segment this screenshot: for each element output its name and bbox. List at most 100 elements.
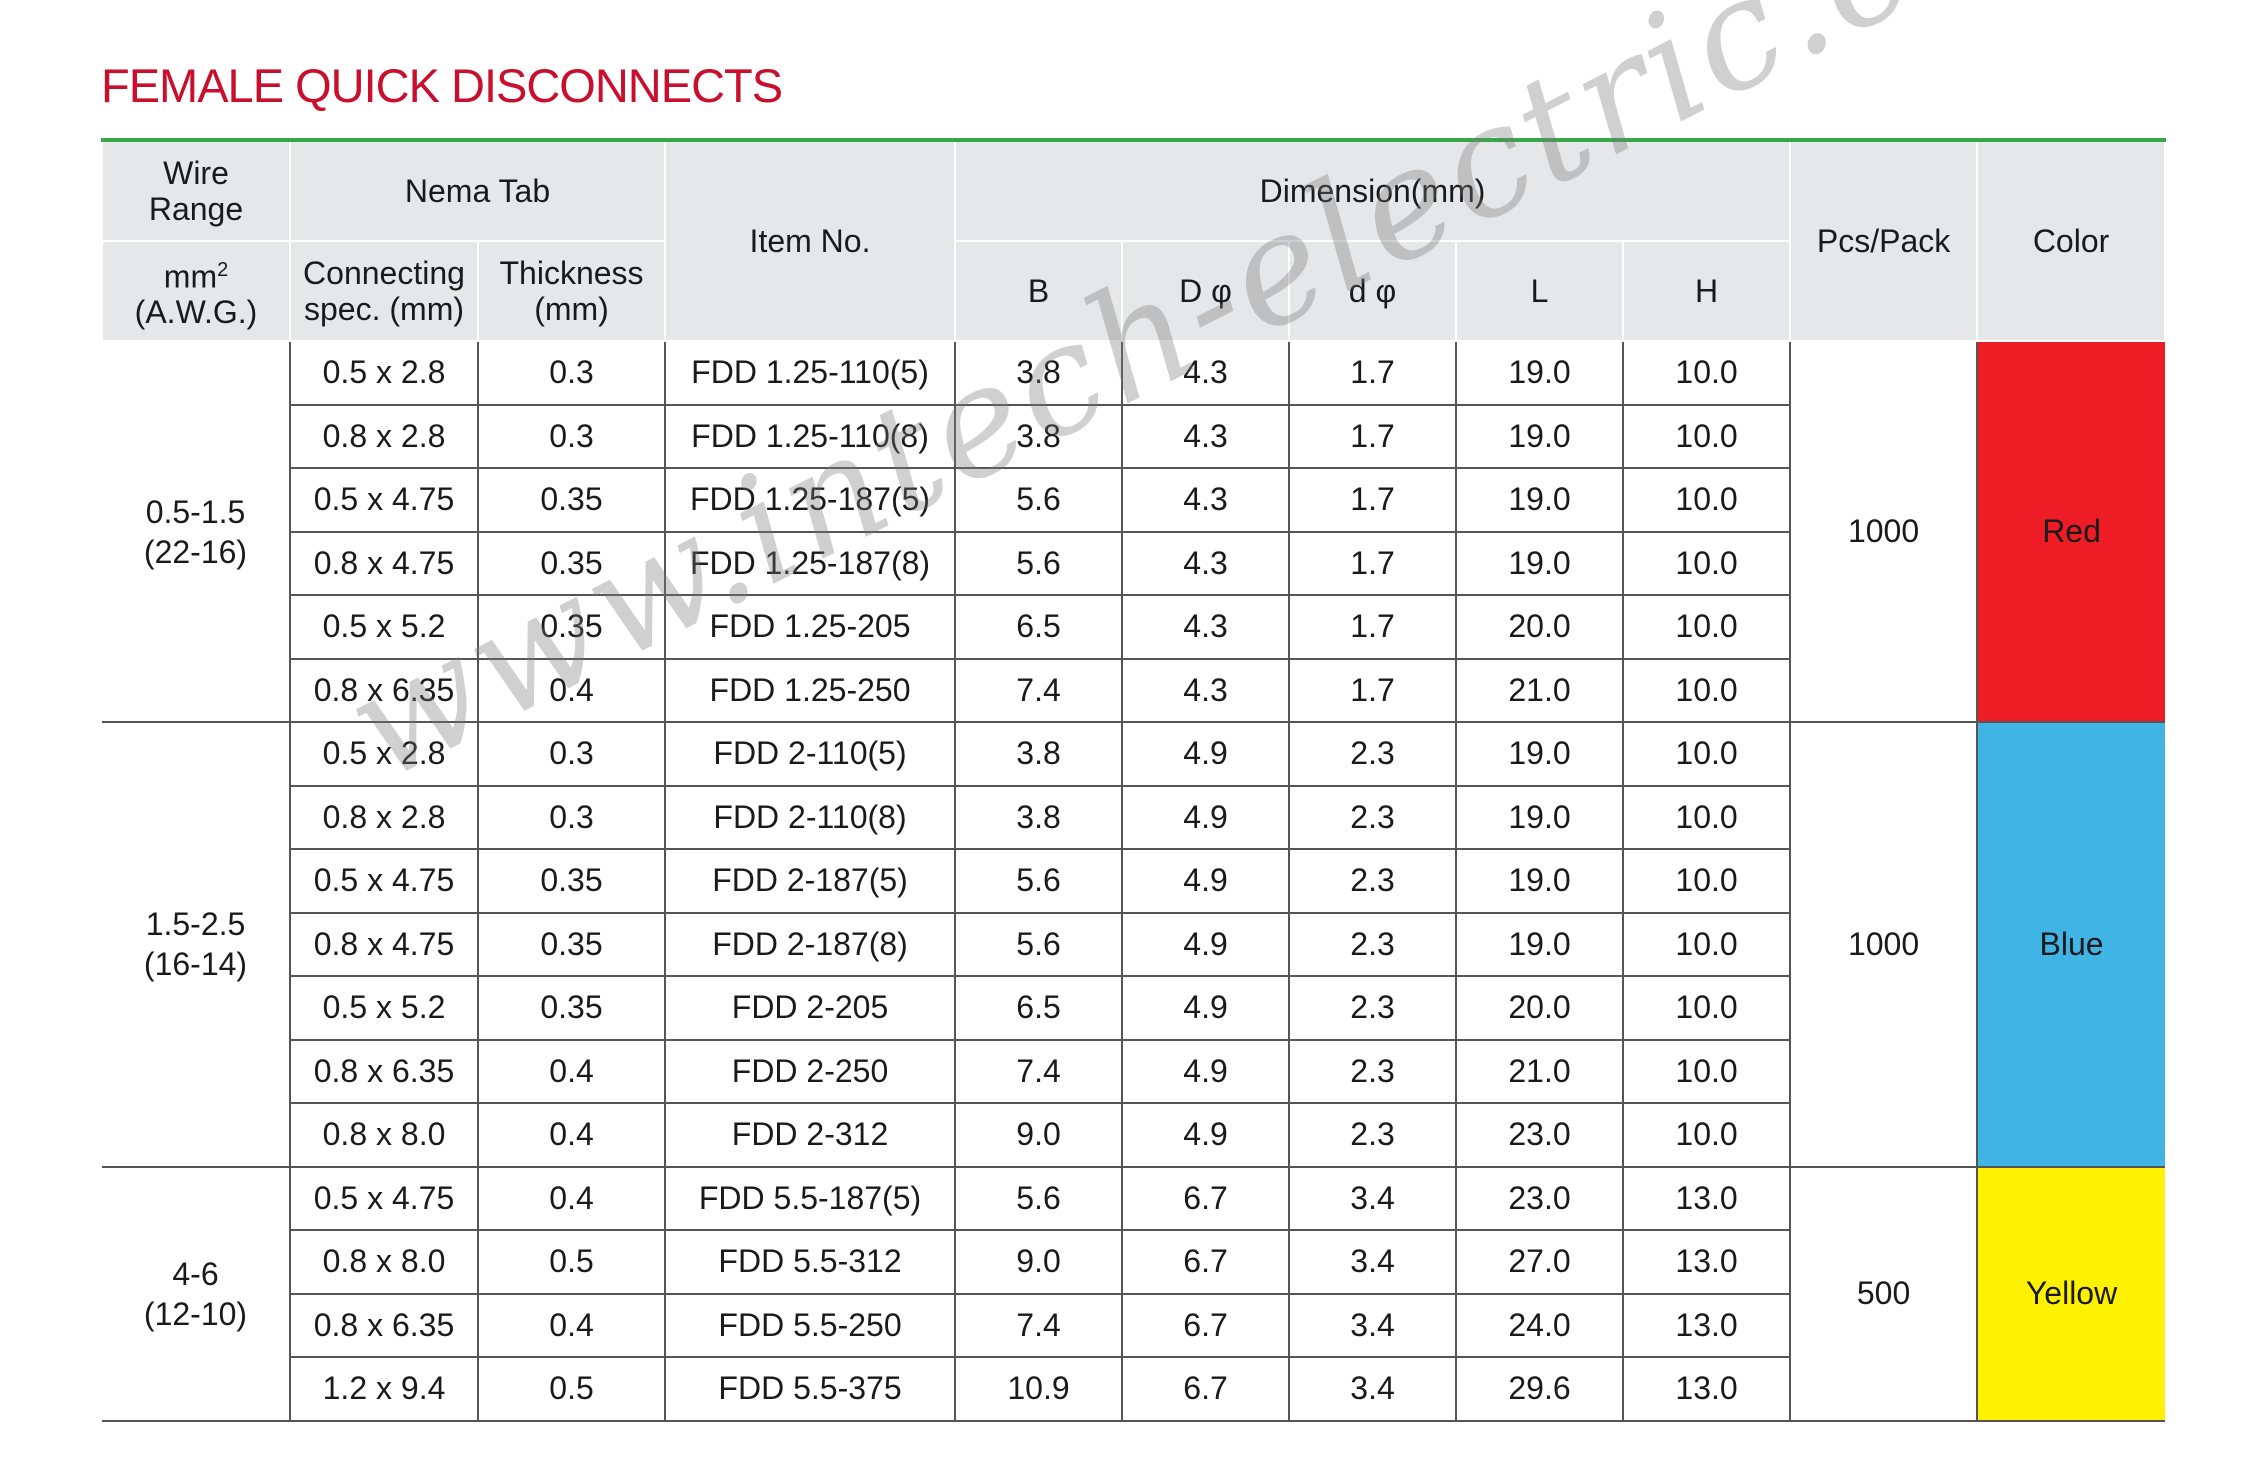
cell-L: 19.0	[1455, 468, 1624, 533]
cell-B: 6.5	[954, 976, 1123, 1041]
cell-thick: 0.35	[476, 531, 666, 596]
cell-H: 13.0	[1622, 1166, 1791, 1231]
cell-item: FDD 2-187(5)	[664, 849, 956, 914]
pcs-pack-cell: 1000	[1789, 341, 1978, 723]
cell-H: 13.0	[1622, 1230, 1791, 1295]
cell-conn: 0.5 x 5.2	[289, 595, 478, 660]
cell-d: 3.4	[1288, 1293, 1457, 1358]
wire-range-cell: 1.5-2.5 (16-14)	[102, 722, 290, 1168]
cell-H: 10.0	[1622, 912, 1791, 977]
cell-d: 2.3	[1288, 912, 1457, 977]
table-row: 0.8 x 8.0 0.5 FDD 5.5-312 9.0 6.7 3.4 27.0 13.0	[102, 1230, 2165, 1295]
cell-D: 6.7	[1121, 1357, 1290, 1422]
cell-L: 19.0	[1455, 849, 1624, 914]
cell-conn: 0.5 x 5.2	[289, 976, 478, 1041]
cell-conn: 0.8 x 2.8	[289, 785, 478, 850]
cell-D: 4.3	[1121, 341, 1290, 406]
wire-range-value: 4-6	[172, 1255, 219, 1292]
cell-D: 4.3	[1121, 404, 1290, 469]
wire-range-value: 1.5-2.5	[145, 906, 246, 943]
cell-conn: 0.5 x 4.75	[289, 468, 478, 533]
cell-d: 1.7	[1288, 658, 1457, 723]
cell-item: FDD 2-250	[664, 1039, 956, 1104]
spec-table-body: 0.5-1.5 (22-16) 0.5 x 2.8 0.3 FDD 1.25-110(5…	[102, 341, 2166, 1422]
cell-D: 4.9	[1121, 722, 1290, 787]
header-dim-H: H	[1622, 240, 1792, 342]
cell-L: 19.0	[1455, 341, 1624, 406]
header-color: Color	[1976, 138, 2167, 342]
cell-item: FDD 2-187(8)	[664, 912, 956, 977]
header-dim-D: D φ	[1121, 240, 1291, 342]
table-row: 0.5-1.5 (22-16) 0.5 x 2.8 0.3 FDD 1.25-110(5…	[102, 341, 2166, 723]
table-row: 0.8 x 6.35 0.4 FDD 5.5-250 7.4 6.7 3.4 24.0 13.…	[102, 1293, 2165, 1358]
table-row: 0.8 x 2.8 0.3 FDD 2-110(8) 3.8 4.9 2.3 19.0 10.…	[102, 785, 2165, 850]
cell-thick: 0.35	[476, 468, 666, 533]
header-dim-B: B	[954, 240, 1124, 342]
wire-range-cell: 0.5-1.5 (22-16)	[102, 341, 290, 723]
cell-thick: 0.4	[476, 1293, 666, 1358]
cell-B: 5.6	[954, 531, 1123, 596]
table-row: 1.5-2.5 (16-14) 0.5 x 2.8 0.3 FDD 2-110(5) 3.…	[102, 722, 2166, 1168]
cell-L: 20.0	[1455, 595, 1624, 660]
cell-item: FDD 1.25-187(8)	[664, 531, 956, 596]
cell-D: 4.9	[1121, 912, 1290, 977]
cell-D: 4.9	[1121, 1039, 1290, 1104]
cell-D: 4.9	[1121, 849, 1290, 914]
cell-L: 23.0	[1455, 1166, 1624, 1231]
header-wire-range: Wire Range	[101, 138, 291, 242]
color-swatch-cell: Blue	[1976, 722, 2166, 1168]
cell-d: 2.3	[1288, 785, 1457, 850]
cell-H: 10.0	[1622, 341, 1791, 406]
cell-D: 4.3	[1121, 595, 1290, 660]
cell-d: 2.3	[1288, 1039, 1457, 1104]
table-row: 0.8 x 2.8 0.3 FDD 1.25-110(8) 3.8 4.3 1.7 19.0…	[102, 404, 2165, 469]
cell-conn: 0.8 x 8.0	[289, 1230, 478, 1295]
cell-conn: 1.2 x 9.4	[289, 1357, 478, 1422]
header-connecting-spec: Connecting spec. (mm)	[289, 240, 479, 342]
cell-H: 10.0	[1622, 976, 1791, 1041]
cell-item: FDD 2-110(8)	[664, 785, 956, 850]
table-row: 0.5 x 5.2 0.35 FDD 1.25-205 6.5 4.3 1.7 20.0 10…	[102, 595, 2165, 660]
cell-H: 10.0	[1622, 722, 1791, 787]
cell-conn: 0.8 x 8.0	[289, 1103, 478, 1168]
page-title: FEMALE QUICK DISCONNECTS	[101, 59, 783, 112]
header-nema-tab: Nema Tab	[288, 138, 667, 242]
cell-item: FDD 5.5-312	[664, 1230, 956, 1295]
cell-thick: 0.35	[476, 595, 666, 660]
cell-d: 2.3	[1288, 976, 1457, 1041]
cell-conn: 0.5 x 4.75	[289, 849, 478, 914]
pcs-pack-cell: 1000	[1789, 722, 1978, 1168]
cell-H: 13.0	[1622, 1293, 1791, 1358]
cell-conn: 0.8 x 6.35	[289, 1039, 478, 1104]
cell-thick: 0.4	[476, 658, 666, 723]
table-row: 0.5 x 4.75 0.35 FDD 2-187(5) 5.6 4.9 2.3 19.0 1…	[102, 849, 2165, 914]
cell-thick: 0.5	[476, 1357, 666, 1422]
cell-H: 10.0	[1622, 404, 1791, 469]
cell-item: FDD 1.25-187(5)	[664, 468, 956, 533]
cell-d: 1.7	[1288, 531, 1457, 596]
spec-table: Wire Range Nema Tab Item No. Dimension(m…	[101, 138, 2167, 1422]
cell-item: FDD 5.5-187(5)	[664, 1166, 956, 1231]
cell-D: 6.7	[1121, 1293, 1290, 1358]
header-dim-L: L	[1455, 240, 1625, 342]
cell-item: FDD 1.25-110(5)	[664, 341, 956, 406]
cell-H: 10.0	[1622, 531, 1791, 596]
cell-item: FDD 1.25-110(8)	[664, 404, 956, 469]
cell-L: 29.6	[1455, 1357, 1624, 1422]
cell-item: FDD 1.25-205	[664, 595, 956, 660]
cell-d: 2.3	[1288, 1103, 1457, 1168]
cell-D: 4.3	[1121, 531, 1290, 596]
cell-H: 10.0	[1622, 1103, 1791, 1168]
table-row: 0.8 x 8.0 0.4 FDD 2-312 9.0 4.9 2.3 23.0 10.0	[102, 1103, 2165, 1168]
wire-range-awg: (16-14)	[143, 946, 248, 983]
cell-B: 3.8	[954, 341, 1123, 406]
cell-B: 5.6	[954, 849, 1123, 914]
cell-B: 6.5	[954, 595, 1123, 660]
cell-conn: 0.5 x 4.75	[289, 1166, 478, 1231]
cell-D: 4.9	[1121, 1103, 1290, 1168]
header-units-mm: mm	[163, 258, 218, 295]
cell-d: 1.7	[1288, 595, 1457, 660]
cell-thick: 0.3	[476, 722, 666, 787]
cell-H: 10.0	[1622, 658, 1791, 723]
header-pcs-pack: Pcs/Pack	[1789, 138, 1979, 342]
